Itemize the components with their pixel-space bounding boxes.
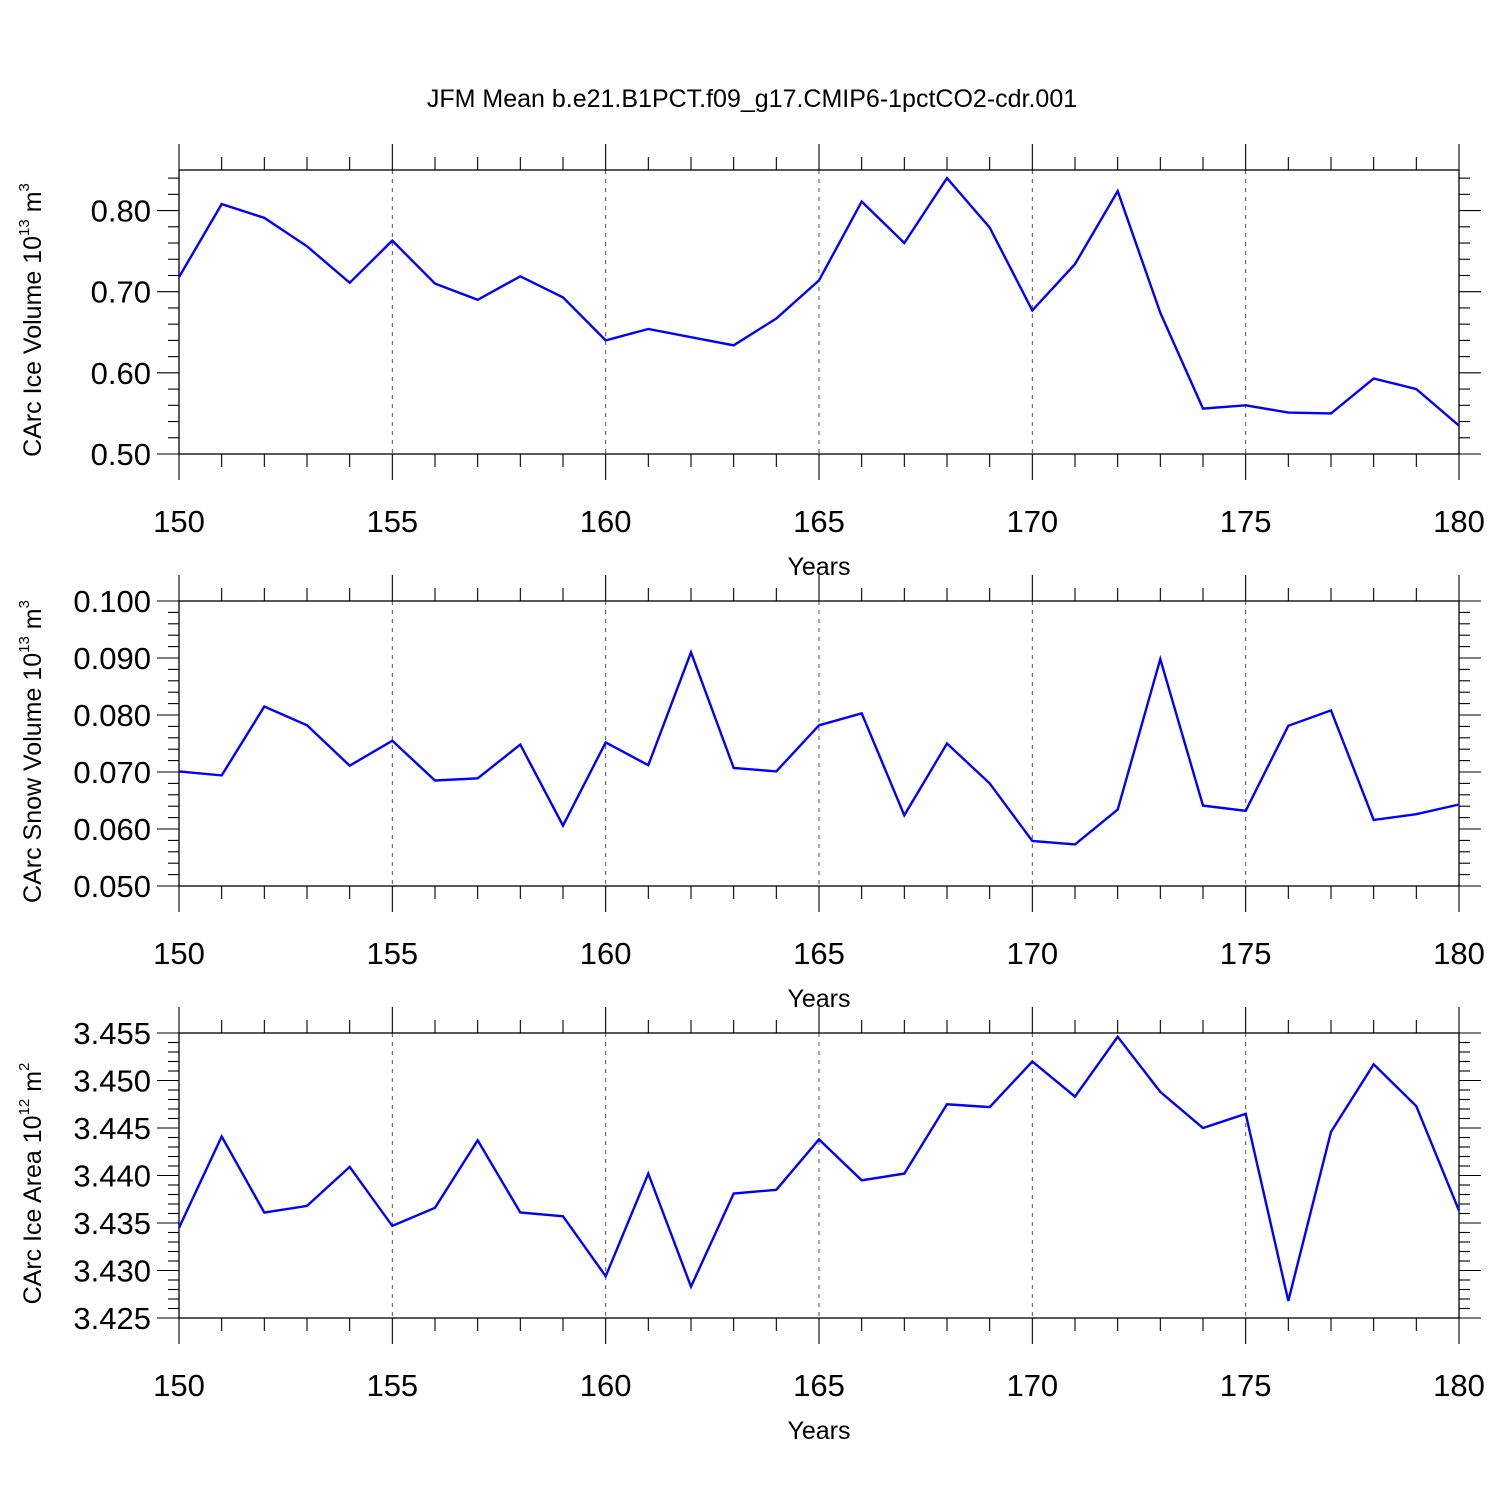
y-tick-label: 0.050 [73,869,151,904]
y-axis-label: CArc Snow Volume 1013 m3 [16,600,47,903]
y-tick-label: 3.445 [73,1111,151,1146]
y-axis-label-unit: m [19,191,47,219]
x-tick-label: 160 [580,1368,632,1403]
x-tick-label: 160 [580,936,632,971]
y-axis-label: CArc Ice Volume 1013 m3 [16,183,47,457]
y-axis-label-unit: m [19,608,47,636]
y-tick-label: 0.60 [91,356,151,391]
y-tick-label: 0.50 [91,437,151,472]
y-tick-label: 0.090 [73,641,151,676]
y-tick-label: 0.100 [73,584,151,619]
x-tick-label: 180 [1433,504,1485,539]
x-tick-label: 180 [1433,1368,1485,1403]
y-axis-label-unit-exponent: 3 [16,600,33,608]
x-tick-label: 165 [793,504,845,539]
y-axis-label-unit: m [19,1071,47,1099]
x-tick-label: 180 [1433,936,1485,971]
x-tick-label: 150 [153,504,205,539]
y-axis-label-exponent: 13 [16,219,33,236]
x-tick-label: 150 [153,936,205,971]
x-tick-label: 155 [366,936,418,971]
x-tick-label: 150 [153,1368,205,1403]
panel-3: 3.425 3.430 3.435 3.440 3.445 3.450 3.455 150 15… [16,1007,1485,1445]
series-line [177,176,1460,427]
y-tick-label: 3.430 [73,1254,151,1289]
series-line [177,1034,1461,1302]
y-tick-label: 3.455 [73,1016,151,1051]
x-tick-label: 165 [793,1368,845,1403]
panels: 0.50 0.60 0.70 0.80 150 155 160 165 170 175 180 Yea… [16,144,1485,1445]
x-tick-label: 170 [1006,936,1058,971]
y-tick-label: 0.060 [73,812,151,847]
x-tick-label: 170 [1006,504,1058,539]
x-tick-label: 155 [366,1368,418,1403]
x-tick-label: 175 [1220,1368,1272,1403]
y-axis-label-exponent: 12 [16,1099,33,1116]
y-tick-label: 3.450 [73,1064,151,1099]
x-tick-label: 175 [1220,936,1272,971]
figure-title: JFM Mean b.e21.B1PCT.f09_g17.CMIP6-1pctC… [427,85,1077,113]
series-line [178,648,1460,846]
y-tick-label: 3.435 [73,1206,151,1241]
y-tick-label: 0.070 [73,755,151,790]
y-axis-label-unit-exponent: 2 [16,1063,33,1071]
y-tick-label: 0.70 [91,275,151,310]
y-tick-label: 0.080 [73,698,151,733]
y-tick-label: 3.440 [73,1159,151,1194]
x-axis-label: Years [787,1417,850,1445]
x-tick-label: 155 [366,504,418,539]
y-tick-label: 3.425 [73,1301,151,1336]
y-axis-label-text: CArc Snow Volume 10 [19,653,47,903]
y-axis-label-unit-exponent: 3 [16,183,33,191]
y-tick-label: 0.80 [91,194,151,229]
y-axis-label: CArc Ice Area 1012 m2 [16,1063,47,1305]
x-tick-label: 160 [580,504,632,539]
x-tick-label: 170 [1006,1368,1058,1403]
x-tick-label: 165 [793,936,845,971]
y-axis-label-text: CArc Ice Area 10 [19,1115,47,1304]
y-axis-label-exponent: 13 [16,636,33,653]
panel-2: 0.050 0.060 0.070 0.080 0.090 0.100 150 155 160 1… [16,575,1485,1013]
y-axis-label-text: CArc Ice Volume 10 [19,236,47,457]
x-tick-label: 175 [1220,504,1272,539]
